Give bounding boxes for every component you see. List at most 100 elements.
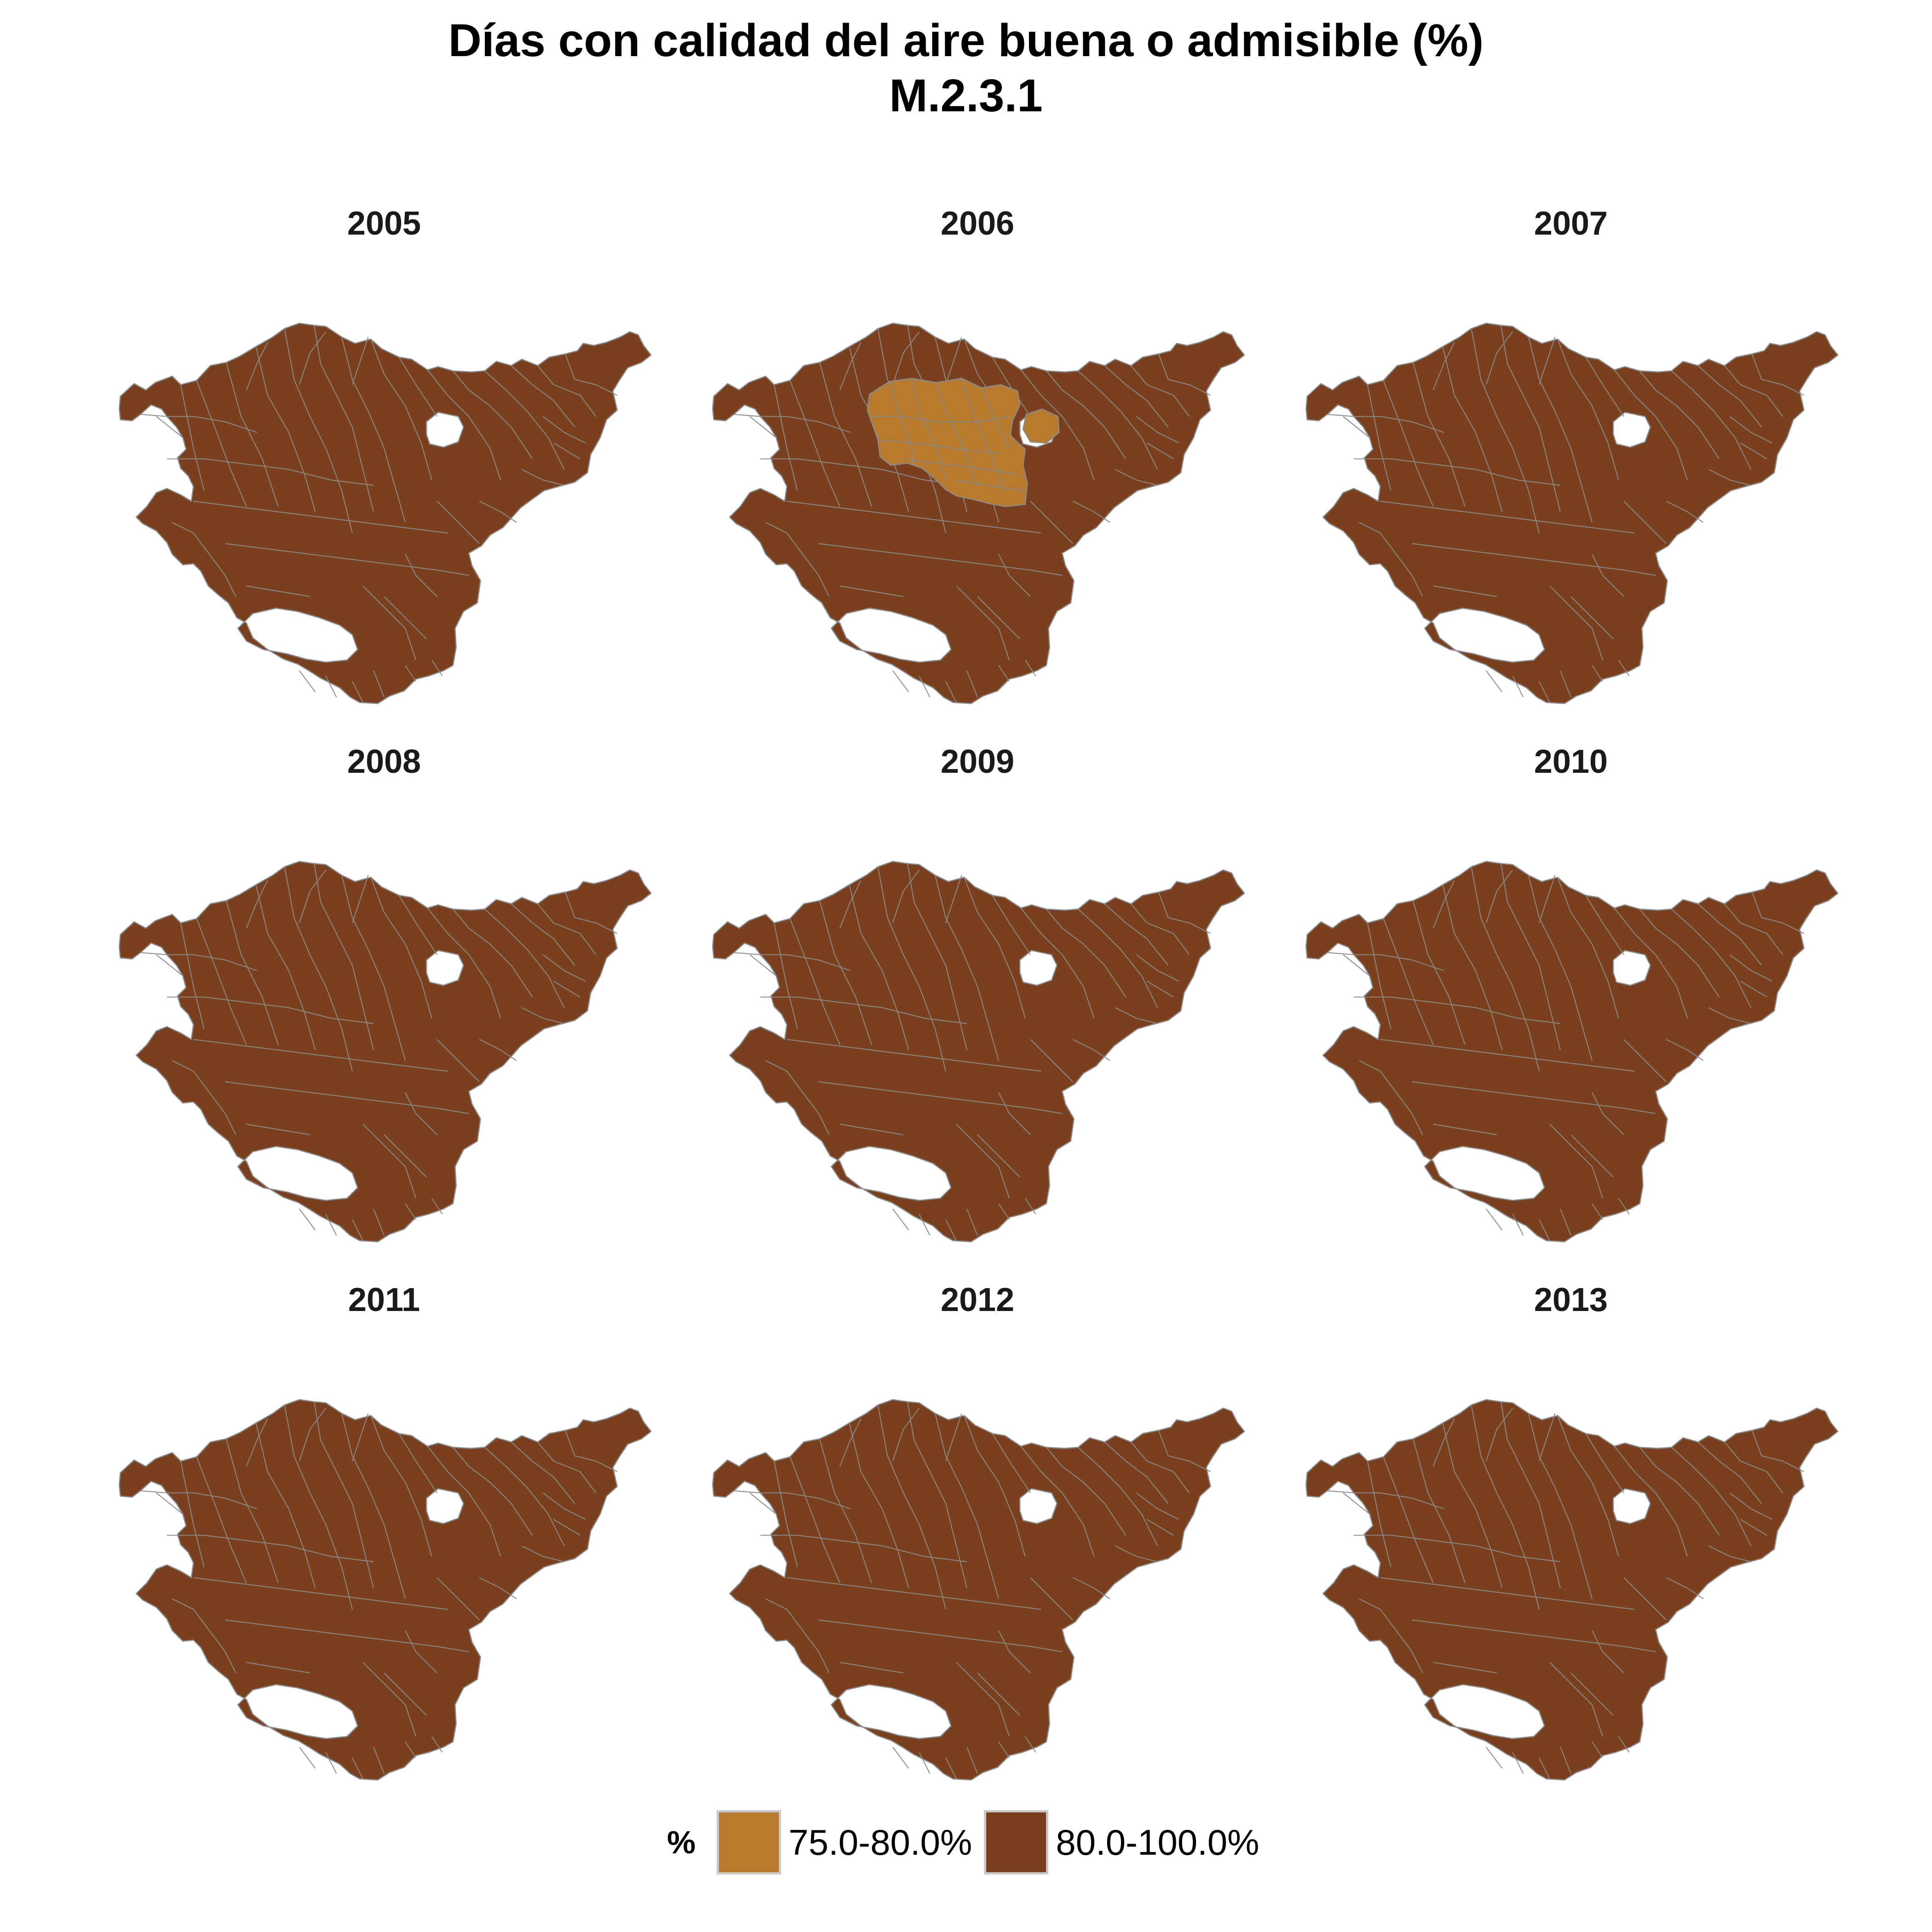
municipality-border	[172, 1598, 210, 1631]
municipality-border	[437, 1039, 480, 1082]
municipality-region	[119, 1399, 652, 1781]
municipality-border	[1697, 365, 1762, 428]
municipality-border	[1697, 903, 1762, 966]
legend-item: 80.0-100.0%	[984, 1810, 1259, 1874]
municipality-border	[341, 337, 406, 523]
municipality-border	[1136, 954, 1179, 982]
municipality-border	[1433, 585, 1497, 597]
municipality-border	[1623, 500, 1667, 544]
municipality-border	[325, 1752, 337, 1774]
municipality-border	[196, 1456, 247, 1583]
municipality-border	[1380, 500, 1635, 534]
municipality-border	[1115, 469, 1158, 486]
municipality-border	[431, 1198, 443, 1215]
municipality-border	[1046, 1447, 1127, 1536]
municipality-border	[225, 362, 279, 507]
municipality-border	[1104, 903, 1169, 966]
municipality-border	[1560, 670, 1571, 697]
region-map	[712, 861, 1245, 1242]
municipality-border	[553, 443, 581, 460]
municipality-border	[1592, 1630, 1624, 1673]
municipality-border	[1383, 380, 1434, 507]
municipality-border	[1131, 903, 1190, 955]
municipality-border	[246, 880, 268, 929]
municipality-border	[255, 346, 316, 512]
municipality-border	[1353, 1535, 1561, 1563]
legend-swatch	[717, 1810, 782, 1874]
municipality-border	[1343, 416, 1370, 438]
municipality-border	[1485, 1208, 1503, 1230]
panel-year-label: 2011	[348, 1282, 420, 1318]
municipality-border	[1046, 908, 1127, 998]
municipality-border	[1030, 1577, 1073, 1621]
municipality-border	[209, 1630, 236, 1673]
municipality-border	[998, 1741, 1010, 1758]
municipality-border	[818, 1081, 1063, 1114]
municipality-border	[246, 1123, 310, 1135]
municipality-border	[1432, 1418, 1455, 1467]
municipality-border	[1538, 875, 1556, 923]
municipality-border	[511, 903, 575, 966]
municipality-border	[1639, 370, 1720, 460]
municipality-border	[167, 996, 374, 1024]
municipality-border	[452, 908, 533, 998]
municipality-border	[992, 895, 1031, 955]
municipality-border	[431, 1736, 443, 1753]
municipality-border	[370, 877, 432, 1018]
municipality-border	[839, 342, 862, 391]
municipality-border	[1570, 1673, 1614, 1716]
municipality-border	[787, 1039, 1041, 1072]
map-panel: 2010	[1274, 745, 1868, 1279]
municipality-border	[427, 1446, 501, 1557]
municipality-border	[284, 328, 353, 533]
municipality-border	[140, 414, 258, 433]
municipality-border	[840, 1123, 903, 1135]
legend-swatch	[984, 1810, 1049, 1874]
municipality-border	[299, 670, 316, 692]
municipality-border	[819, 1438, 872, 1583]
municipality-border	[773, 1461, 798, 1567]
map-panel: 2006	[681, 207, 1274, 741]
municipality-region	[1305, 861, 1839, 1242]
municipality-border	[1383, 1456, 1434, 1583]
municipality-border	[1560, 1747, 1571, 1774]
municipality-border	[1528, 875, 1593, 1061]
municipality-border	[1353, 996, 1561, 1024]
municipality-border	[945, 681, 957, 703]
municipality-border	[167, 1535, 374, 1563]
municipality-border	[246, 1662, 310, 1673]
municipality-border	[225, 1081, 469, 1114]
municipality-border	[802, 1092, 830, 1135]
municipality-border	[1570, 596, 1614, 639]
municipality-border	[760, 1535, 967, 1563]
municipality-border	[284, 867, 353, 1071]
municipality-border	[1538, 1757, 1550, 1779]
municipality-border	[437, 500, 480, 544]
municipality-border	[734, 1490, 851, 1509]
municipality-border	[760, 996, 967, 1024]
highlighted-region	[867, 378, 1060, 507]
municipality-border	[1383, 918, 1434, 1045]
municipality-border	[936, 382, 978, 486]
municipality-border	[903, 458, 1020, 476]
municipality-border	[1158, 1430, 1211, 1472]
municipality-border	[977, 1673, 1020, 1716]
municipality-border	[961, 378, 1005, 491]
municipality-borders	[1327, 1402, 1805, 1779]
municipality-border	[1618, 1198, 1630, 1215]
municipality-border	[819, 362, 872, 507]
municipality-border	[564, 892, 618, 934]
municipality-border	[966, 1747, 978, 1774]
municipality-border	[1471, 328, 1540, 533]
region-map	[119, 861, 652, 1242]
municipality-border	[1432, 880, 1455, 929]
municipality-border	[1380, 1039, 1635, 1072]
municipality-border	[196, 918, 247, 1045]
municipality-border	[452, 370, 533, 460]
municipality-border	[255, 1423, 316, 1588]
municipality-border	[892, 1408, 920, 1461]
municipality-border	[1343, 1492, 1370, 1515]
municipality-border	[1433, 1123, 1497, 1135]
municipality-border	[314, 325, 374, 512]
municipality-border	[1396, 1092, 1423, 1135]
